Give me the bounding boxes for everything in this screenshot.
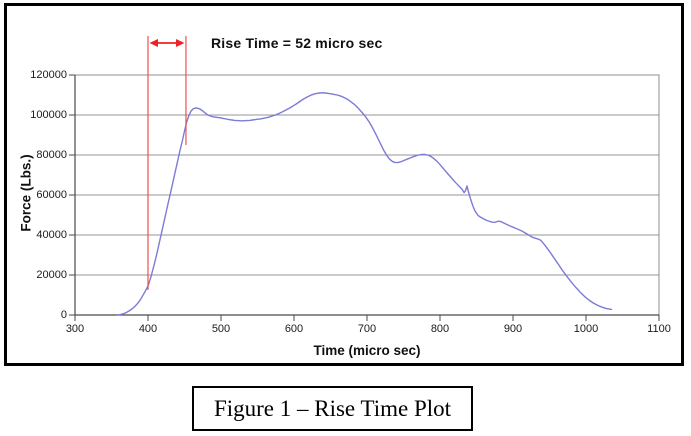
x-tick-label: 600 xyxy=(284,323,304,335)
y-axis-title: Force (Lbs.) xyxy=(18,154,34,232)
x-tick-label: 1100 xyxy=(647,323,671,335)
y-tick-label: 80000 xyxy=(36,149,67,161)
chart-frame xyxy=(4,3,684,366)
x-tick-label: 1000 xyxy=(573,323,599,335)
figure-caption: Figure 1 – Rise Time Plot xyxy=(213,395,452,421)
rise-arrow-right-head xyxy=(175,39,185,47)
rise-arrow-left-head xyxy=(149,39,158,47)
y-tick-label: 20000 xyxy=(36,269,67,281)
force-curve xyxy=(116,92,613,316)
x-tick-label: 500 xyxy=(211,323,231,335)
x-tick-label: 300 xyxy=(65,323,85,335)
x-tick-label: 400 xyxy=(138,323,158,335)
y-tick-label: 0 xyxy=(60,309,67,321)
rise-time-annotation: Rise Time = 52 micro sec xyxy=(211,35,383,51)
y-tick-label: 60000 xyxy=(36,189,67,201)
x-axis-title: Time (micro sec) xyxy=(313,343,421,358)
x-tick-label: 700 xyxy=(357,323,377,335)
y-tick-label: 100000 xyxy=(30,109,67,121)
y-tick-label: 120000 xyxy=(30,69,67,81)
y-tick-label: 40000 xyxy=(36,229,67,241)
x-tick-label: 800 xyxy=(430,323,450,335)
figure-caption-box: Figure 1 – Rise Time Plot xyxy=(192,386,473,431)
x-tick-label: 900 xyxy=(503,323,523,335)
